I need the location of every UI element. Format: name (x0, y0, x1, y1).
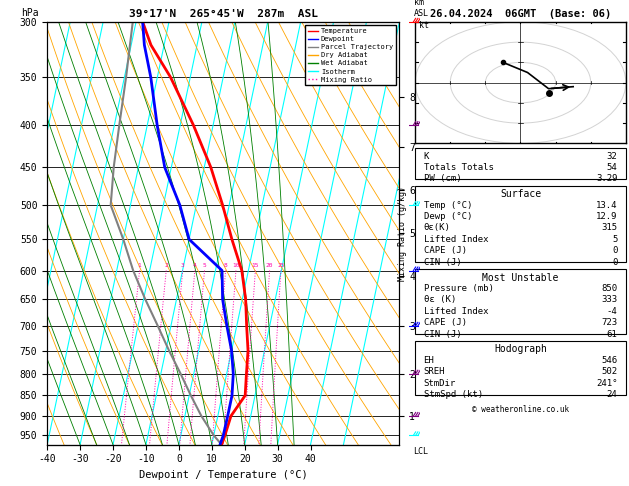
Text: 850: 850 (601, 284, 618, 293)
Text: 1: 1 (138, 263, 142, 268)
Text: Totals Totals: Totals Totals (423, 163, 493, 172)
Text: 61: 61 (607, 330, 618, 339)
X-axis label: Dewpoint / Temperature (°C): Dewpoint / Temperature (°C) (139, 470, 308, 480)
Text: 0: 0 (612, 258, 618, 267)
Text: 502: 502 (601, 367, 618, 376)
Text: 5: 5 (612, 235, 618, 244)
Text: 2: 2 (164, 263, 168, 268)
Text: 32: 32 (607, 152, 618, 161)
Text: 24: 24 (607, 390, 618, 399)
Text: StmDir: StmDir (423, 379, 456, 387)
Text: θε (K): θε (K) (423, 295, 456, 304)
Bar (415, 269, 626, 334)
Text: CAPE (J): CAPE (J) (423, 318, 467, 327)
Text: 26.04.2024  06GMT  (Base: 06): 26.04.2024 06GMT (Base: 06) (430, 9, 611, 19)
Text: hPa: hPa (21, 8, 38, 17)
Text: 15: 15 (252, 263, 259, 268)
Text: 10: 10 (232, 263, 240, 268)
Text: 723: 723 (601, 318, 618, 327)
Bar (415, 148, 626, 179)
Text: 315: 315 (601, 224, 618, 232)
Text: 20: 20 (266, 263, 274, 268)
Text: 4: 4 (193, 263, 197, 268)
Text: CIN (J): CIN (J) (423, 330, 461, 339)
Text: Temp (°C): Temp (°C) (423, 201, 472, 209)
Text: Lifted Index: Lifted Index (423, 307, 488, 316)
Text: LCL: LCL (413, 447, 428, 456)
Text: PW (cm): PW (cm) (423, 174, 461, 183)
Text: 8: 8 (224, 263, 228, 268)
Text: CAPE (J): CAPE (J) (423, 246, 467, 255)
Text: 241°: 241° (596, 379, 618, 387)
Text: Most Unstable: Most Unstable (482, 273, 559, 282)
Text: Surface: Surface (500, 189, 541, 199)
Text: Lifted Index: Lifted Index (423, 235, 488, 244)
Text: 25: 25 (277, 263, 285, 268)
Text: Mixing Ratio (g/kg): Mixing Ratio (g/kg) (398, 186, 407, 281)
Text: 546: 546 (601, 356, 618, 365)
Text: EH: EH (423, 356, 434, 365)
Text: 13.4: 13.4 (596, 201, 618, 209)
Text: Dewp (°C): Dewp (°C) (423, 212, 472, 221)
Text: Hodograph: Hodograph (494, 345, 547, 354)
Text: 12.9: 12.9 (596, 212, 618, 221)
Text: K: K (423, 152, 429, 161)
Text: CIN (J): CIN (J) (423, 258, 461, 267)
Text: 3.29: 3.29 (596, 174, 618, 183)
Text: 54: 54 (607, 163, 618, 172)
Text: 5: 5 (203, 263, 206, 268)
Text: StmSpd (kt): StmSpd (kt) (423, 390, 482, 399)
Text: Pressure (mb): Pressure (mb) (423, 284, 493, 293)
Text: SREH: SREH (423, 367, 445, 376)
Bar (415, 341, 626, 395)
Text: © weatheronline.co.uk: © weatheronline.co.uk (472, 405, 569, 414)
Text: 333: 333 (601, 295, 618, 304)
Bar (415, 186, 626, 262)
Text: 39°17'N  265°45'W  287m  ASL: 39°17'N 265°45'W 287m ASL (129, 9, 318, 19)
Text: kt: kt (419, 21, 428, 30)
Text: -4: -4 (607, 307, 618, 316)
Text: km
ASL: km ASL (413, 0, 428, 17)
Text: 0: 0 (612, 246, 618, 255)
Text: 3: 3 (181, 263, 184, 268)
Text: θε(K): θε(K) (423, 224, 450, 232)
Legend: Temperature, Dewpoint, Parcel Trajectory, Dry Adiabat, Wet Adiabat, Isotherm, Mi: Temperature, Dewpoint, Parcel Trajectory… (305, 25, 396, 86)
